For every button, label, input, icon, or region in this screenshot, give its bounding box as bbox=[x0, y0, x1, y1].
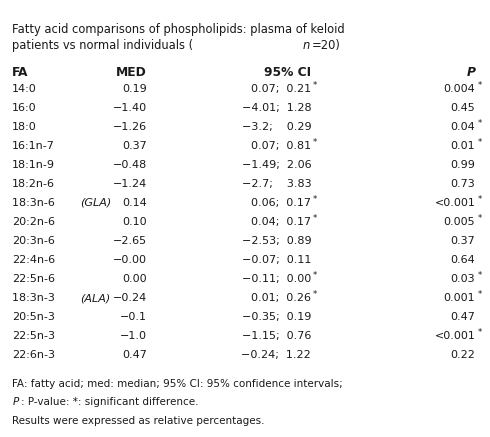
Text: −1.26: −1.26 bbox=[113, 122, 147, 132]
Text: 0.01;  0.26: 0.01; 0.26 bbox=[251, 293, 311, 303]
Text: *: * bbox=[477, 271, 482, 281]
Text: *: * bbox=[477, 195, 482, 205]
Text: n: n bbox=[303, 39, 310, 52]
Text: Fatty acid comparisons of phospholipids: plasma of keloid: Fatty acid comparisons of phospholipids:… bbox=[12, 23, 345, 36]
Text: 0.99: 0.99 bbox=[450, 160, 475, 170]
Text: : P-value: *: significant difference.: : P-value: *: significant difference. bbox=[21, 398, 198, 407]
Text: *: * bbox=[313, 138, 318, 147]
Text: (GLA): (GLA) bbox=[80, 198, 111, 208]
Text: <0.001: <0.001 bbox=[435, 198, 475, 208]
Text: −0.24;  1.22: −0.24; 1.22 bbox=[242, 350, 311, 360]
Text: −2.7;    3.83: −2.7; 3.83 bbox=[242, 179, 311, 189]
Text: −3.2;    0.29: −3.2; 0.29 bbox=[242, 122, 311, 132]
Text: 16:1n-7: 16:1n-7 bbox=[12, 141, 55, 151]
Text: −1.40: −1.40 bbox=[113, 103, 147, 113]
Text: −0.00: −0.00 bbox=[113, 255, 147, 265]
Text: *: * bbox=[477, 138, 482, 147]
Text: 22:6n-3: 22:6n-3 bbox=[12, 350, 55, 360]
Text: −2.65: −2.65 bbox=[113, 236, 147, 246]
Text: patients vs normal individuals (: patients vs normal individuals ( bbox=[12, 39, 194, 52]
Text: 0.04: 0.04 bbox=[450, 122, 475, 132]
Text: −0.48: −0.48 bbox=[113, 160, 147, 170]
Text: P: P bbox=[466, 66, 475, 79]
Text: FA: FA bbox=[12, 66, 29, 79]
Text: 0.37: 0.37 bbox=[122, 141, 147, 151]
Text: 20:5n-3: 20:5n-3 bbox=[12, 312, 55, 322]
Text: −2.53;  0.89: −2.53; 0.89 bbox=[242, 236, 311, 246]
Text: 22:5n-6: 22:5n-6 bbox=[12, 274, 55, 284]
Text: −1.49;  2.06: −1.49; 2.06 bbox=[242, 160, 311, 170]
Text: 0.47: 0.47 bbox=[122, 350, 147, 360]
Text: *: * bbox=[477, 81, 482, 90]
Text: 0.004: 0.004 bbox=[443, 84, 475, 94]
Text: 0.19: 0.19 bbox=[122, 84, 147, 94]
Text: 95% CI: 95% CI bbox=[264, 66, 311, 79]
Text: 18:2n-6: 18:2n-6 bbox=[12, 179, 55, 189]
Text: *: * bbox=[313, 81, 318, 90]
Text: 0.10: 0.10 bbox=[122, 217, 147, 227]
Text: −1.15;  0.76: −1.15; 0.76 bbox=[242, 331, 311, 341]
Text: *: * bbox=[477, 329, 482, 337]
Text: 18:0: 18:0 bbox=[12, 122, 37, 132]
Text: −1.24: −1.24 bbox=[113, 179, 147, 189]
Text: 0.22: 0.22 bbox=[450, 350, 475, 360]
Text: −0.1: −0.1 bbox=[120, 312, 147, 322]
Text: 20:2n-6: 20:2n-6 bbox=[12, 217, 55, 227]
Text: 0.001: 0.001 bbox=[443, 293, 475, 303]
Text: 0.005: 0.005 bbox=[443, 217, 475, 227]
Text: −1.0: −1.0 bbox=[120, 331, 147, 341]
Text: −0.11;  0.00: −0.11; 0.00 bbox=[242, 274, 311, 284]
Text: 16:0: 16:0 bbox=[12, 103, 37, 113]
Text: =20): =20) bbox=[312, 39, 341, 52]
Text: 0.45: 0.45 bbox=[450, 103, 475, 113]
Text: 0.37: 0.37 bbox=[450, 236, 475, 246]
Text: *: * bbox=[313, 214, 318, 223]
Text: *: * bbox=[313, 290, 318, 299]
Text: (ALA): (ALA) bbox=[80, 293, 110, 303]
Text: 0.04;  0.17: 0.04; 0.17 bbox=[251, 217, 311, 227]
Text: 0.03: 0.03 bbox=[451, 274, 475, 284]
Text: 0.01: 0.01 bbox=[451, 141, 475, 151]
Text: FA: fatty acid; med: median; 95% CI: 95% confidence intervals;: FA: fatty acid; med: median; 95% CI: 95%… bbox=[12, 379, 343, 389]
Text: *: * bbox=[477, 119, 482, 128]
Text: Results were expressed as relative percentages.: Results were expressed as relative perce… bbox=[12, 416, 265, 426]
Text: 18:3n-6: 18:3n-6 bbox=[12, 198, 59, 208]
Text: 20:3n-6: 20:3n-6 bbox=[12, 236, 55, 246]
Text: <0.001: <0.001 bbox=[435, 331, 475, 341]
Text: 0.14: 0.14 bbox=[122, 198, 147, 208]
Text: *: * bbox=[477, 214, 482, 223]
Text: P: P bbox=[12, 398, 19, 407]
Text: *: * bbox=[313, 271, 318, 281]
Text: 0.47: 0.47 bbox=[450, 312, 475, 322]
Text: −0.35;  0.19: −0.35; 0.19 bbox=[242, 312, 311, 322]
Text: 0.06;  0.17: 0.06; 0.17 bbox=[251, 198, 311, 208]
Text: −4.01;  1.28: −4.01; 1.28 bbox=[242, 103, 311, 113]
Text: 0.07;  0.81: 0.07; 0.81 bbox=[251, 141, 311, 151]
Text: MED: MED bbox=[116, 66, 147, 79]
Text: 0.07;  0.21: 0.07; 0.21 bbox=[251, 84, 311, 94]
Text: 14:0: 14:0 bbox=[12, 84, 37, 94]
Text: 0.73: 0.73 bbox=[450, 179, 475, 189]
Text: 22:4n-6: 22:4n-6 bbox=[12, 255, 55, 265]
Text: −0.24: −0.24 bbox=[113, 293, 147, 303]
Text: 0.64: 0.64 bbox=[450, 255, 475, 265]
Text: *: * bbox=[477, 290, 482, 299]
Text: 18:1n-9: 18:1n-9 bbox=[12, 160, 55, 170]
Text: 18:3n-3: 18:3n-3 bbox=[12, 293, 59, 303]
Text: −0.07;  0.11: −0.07; 0.11 bbox=[242, 255, 311, 265]
Text: *: * bbox=[313, 195, 318, 205]
Text: 22:5n-3: 22:5n-3 bbox=[12, 331, 55, 341]
Text: 0.00: 0.00 bbox=[122, 274, 147, 284]
